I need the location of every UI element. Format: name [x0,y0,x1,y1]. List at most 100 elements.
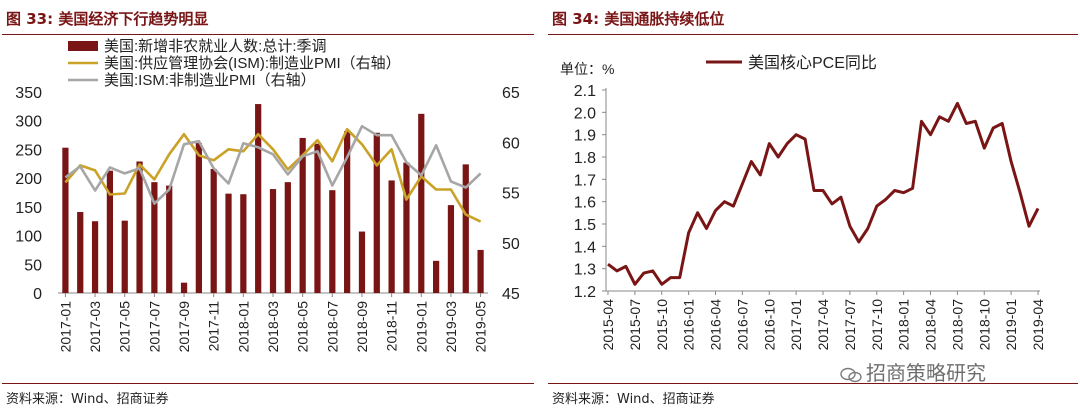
x-tick-label: 2015-10 [654,299,670,351]
y-left-tick-label: 300 [15,114,42,131]
x-tick-label: 2019-03 [443,301,459,353]
y-right-tick-label: 60 [502,135,520,152]
x-tick-label: 2017-09 [176,301,192,353]
bar [269,189,277,293]
y-left-tick-label: 150 [15,200,42,217]
x-tick-label: 2017-07 [146,301,162,353]
x-tick-label: 2017-01 [788,299,804,351]
left-title-rule [2,34,534,35]
y-tick-label: 1.6 [574,195,596,212]
bar [477,249,484,293]
bar [255,104,262,293]
bar [225,193,232,293]
x-tick-label: 2017-11 [206,301,222,352]
bar [462,164,469,293]
bar [284,182,291,293]
bar [418,113,425,293]
x-tick-label: 2016-10 [761,299,777,351]
x-tick-label: 2018-05 [295,301,311,353]
x-tick-label: 2019-05 [473,301,489,353]
bar [447,205,455,293]
bar [373,132,380,293]
bar [299,137,306,293]
bar [210,168,217,293]
x-tick-label: 2016-01 [681,299,697,351]
left-chart-title: 图 33: 美国经济下行趋势明显 [6,10,209,28]
bar [62,147,69,293]
right-chart-panel: 图 34: 美国通胀持续低位 1.2 1.3 1.4 1.5 1.6 1.7 1.8 1.9 2… [546,0,1080,416]
bar [180,282,188,293]
y-tick-label: 1.4 [574,239,596,256]
x-tick-label: 2017-07 [842,299,858,351]
x-tick-label: 2018-03 [265,301,281,353]
right-title-rule [548,34,1078,35]
x-tick-label: 2017-04 [815,299,831,351]
x-tick-label: 2017-03 [87,301,103,353]
legend-bar-swatch [68,41,98,51]
legend-label: 美国核心PCE同比 [748,54,877,72]
y-axis-unit-label: 单位：% [560,61,614,77]
x-tick-label: 2018-04 [923,299,939,351]
core-pce-chart: 1.2 1.3 1.4 1.5 1.6 1.7 1.8 1.9 2.0 2.1 单位：% 2015-0… [560,54,1046,351]
bar [432,260,440,293]
bar [91,221,99,293]
y-left-tick-label: 0 [33,286,42,303]
bar [388,180,395,293]
bar [240,194,247,293]
x-tick-label: 2016-07 [734,299,750,351]
x-tick-label: 2016-04 [708,299,724,351]
x-tick-label: 2017-05 [117,301,133,353]
bar [136,161,143,293]
y-left-tick-label: 100 [15,229,42,246]
ism-nonmanufacturing-line [64,124,482,205]
y-tick-label: 1.9 [574,128,596,145]
bar [195,143,202,293]
x-tick-label: 2018-07 [324,301,340,353]
x-tick-label: 2019-01 [413,301,429,353]
y-tick-label: 1.5 [574,217,596,234]
watermark: 招商策略研究 [840,357,986,386]
y-right-tick-label: 55 [502,186,520,203]
y-tick-label: 1.8 [574,150,596,167]
x-tick-label: 2015-07 [627,299,643,351]
legend-label: 美国:新增非农就业人数:总计:季调 [104,38,327,55]
bar [166,185,173,293]
left-source-note: 资料来源：Wind、招商证券 [6,392,169,407]
y-tick-label: 1.2 [574,284,596,301]
x-tick-label: 2019-04 [1030,299,1046,351]
ism-manufacturing-line [64,127,482,223]
x-tick-label: 2018-01 [235,301,251,353]
bar [329,190,336,293]
y-right-tick-label: 65 [502,85,520,102]
wechat-icon [840,367,862,382]
x-tick-label: 2018-11 [384,301,400,352]
left-chart-panel: 图 33: 美国经济下行趋势明显 0 50 100 150 200 250 300 350 45… [0,0,536,416]
y-right-tick-label: 50 [502,236,520,253]
x-tick-label: 2017-01 [57,301,73,353]
x-tick-label: 2018-09 [354,301,370,353]
bar [151,182,158,293]
core-pce-line [607,101,1040,286]
bar [403,162,410,293]
bar [344,131,351,293]
legend-label: 美国:ISM:非制造业PMI（右轴） [104,72,316,89]
y-left-tick-label: 50 [24,257,42,274]
bar [106,170,114,293]
y-left-tick-label: 350 [15,85,42,102]
bar [77,212,84,293]
x-tick-label: 2017-10 [869,299,885,351]
y-tick-label: 2.1 [574,83,596,100]
y-left-tick-label: 200 [15,171,42,188]
x-tick-label: 2015-04 [600,299,616,351]
y-tick-label: 1.7 [574,172,596,189]
right-source-note: 资料来源：Wind、招商证券 [552,392,715,407]
employment-pmi-chart: 0 50 100 150 200 250 300 350 45 50 55 60 65 2017-01 20… [15,38,520,353]
y-right-tick-label: 45 [502,286,520,303]
legend-label: 美国:供应管理协会(ISM):制造业PMI（右轴） [104,54,401,72]
y-tick-label: 1.3 [574,262,596,279]
x-tick-label: 2018-07 [949,299,965,351]
y-left-tick-label: 250 [15,142,42,159]
bar [314,143,321,293]
watermark-text: 招商策略研究 [866,361,986,385]
y-tick-label: 2.0 [574,105,596,122]
